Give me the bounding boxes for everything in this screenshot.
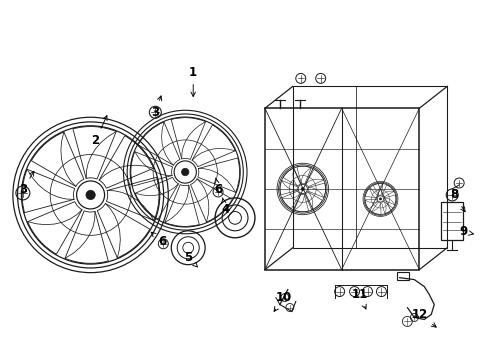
- Text: 9: 9: [458, 225, 472, 238]
- Text: 6: 6: [151, 232, 166, 248]
- Text: 6: 6: [214, 178, 222, 197]
- Text: 7: 7: [0, 359, 1, 360]
- Circle shape: [181, 168, 188, 176]
- Text: 2: 2: [91, 116, 107, 147]
- Text: 12: 12: [410, 308, 435, 327]
- Circle shape: [301, 188, 304, 190]
- Bar: [397, 272, 408, 280]
- Text: 10: 10: [273, 291, 291, 311]
- Text: 1: 1: [189, 66, 197, 96]
- Text: 4: 4: [221, 198, 229, 216]
- Text: 8: 8: [449, 188, 464, 212]
- Circle shape: [86, 190, 95, 199]
- Text: 3: 3: [151, 96, 162, 119]
- Text: 3: 3: [19, 171, 34, 197]
- Text: 11: 11: [351, 288, 367, 309]
- Circle shape: [379, 198, 381, 200]
- Bar: [440, 202, 462, 240]
- Text: 5: 5: [183, 251, 197, 267]
